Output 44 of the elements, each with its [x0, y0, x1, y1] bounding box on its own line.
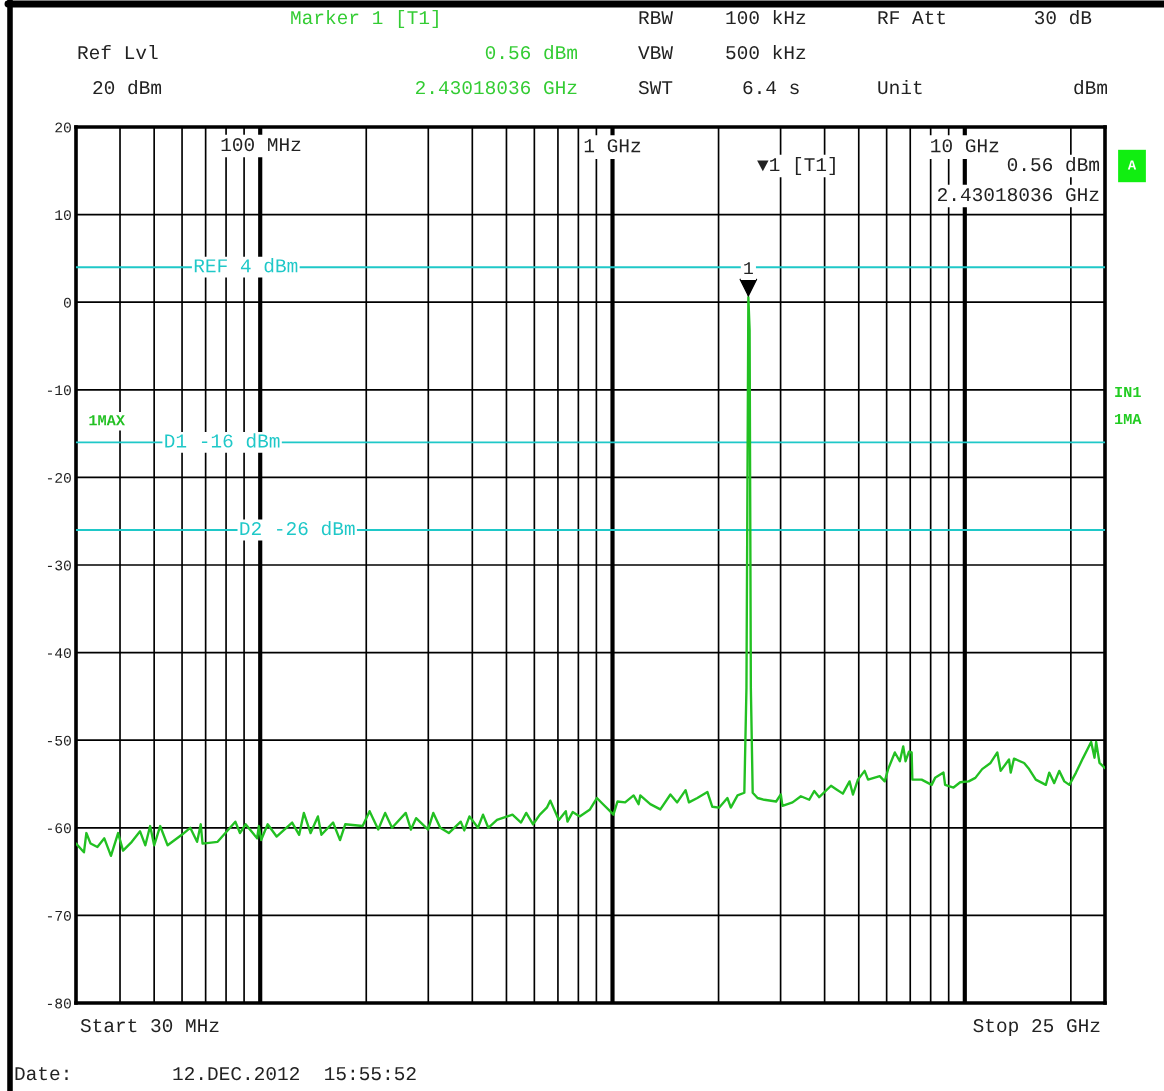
text: 20 dBm — [93, 79, 162, 95]
annotation: 100 MHz — [221, 138, 301, 152]
text: IN1 — [1115, 386, 1141, 397]
ref-line-label: D1 -16 dBm — [165, 433, 280, 448]
annotation: 2.43018036 GHz — [937, 188, 1099, 202]
text: A — [1127, 160, 1137, 170]
x-tick-label: 1 GHz — [584, 139, 641, 153]
y-tick-label: -70 — [47, 910, 71, 921]
text: RBW — [639, 11, 673, 25]
y-tick-label: -60 — [47, 823, 71, 834]
ref-line-label: D2 -26 dBm — [240, 520, 355, 536]
y-tick-label: -40 — [47, 648, 71, 659]
text: Marker 1 [T1] — [291, 9, 438, 29]
y-tick-label: -20 — [47, 472, 71, 483]
text: 500 kHz — [726, 44, 806, 60]
text: Unit — [878, 79, 922, 95]
text: Start 30 MHz — [80, 1019, 219, 1033]
text: 100 kHz — [726, 9, 806, 25]
text: SWT — [638, 81, 673, 95]
annotation: 1 — [744, 262, 753, 275]
text: Date: — [15, 1067, 68, 1081]
y-tick-label: -30 — [47, 560, 71, 571]
text: 12.DEC.2012 15:55:52 — [173, 1067, 416, 1081]
text: 1MA — [1115, 413, 1142, 424]
text: 0.56 dBm — [485, 44, 577, 60]
text: VBW — [638, 46, 673, 60]
annotation: 0.56 dBm — [1007, 156, 1099, 172]
text: 6.4 s — [743, 81, 799, 95]
annotation: ▼1 [T1] — [757, 156, 835, 176]
ref-line-label: REF 4 dBm — [194, 258, 298, 273]
text: Ref Lvl — [78, 44, 158, 60]
y-tick-label: -10 — [47, 385, 71, 396]
y-tick-label: 20 — [55, 122, 71, 133]
text: RF Att — [878, 11, 945, 25]
y-tick-label: 10 — [55, 210, 71, 221]
y-tick-label: 0 — [63, 297, 71, 308]
text: Stop 25 GHz — [973, 1019, 1100, 1037]
text: 1MAX — [89, 415, 126, 426]
y-tick-label: -80 — [47, 998, 71, 1009]
text: dBm — [1074, 79, 1107, 95]
x-tick-label: 10 GHz — [931, 139, 999, 153]
y-tick-label: -50 — [47, 735, 71, 746]
text: 2.43018036 GHz — [415, 81, 577, 95]
text: 30 dB — [1034, 9, 1092, 25]
